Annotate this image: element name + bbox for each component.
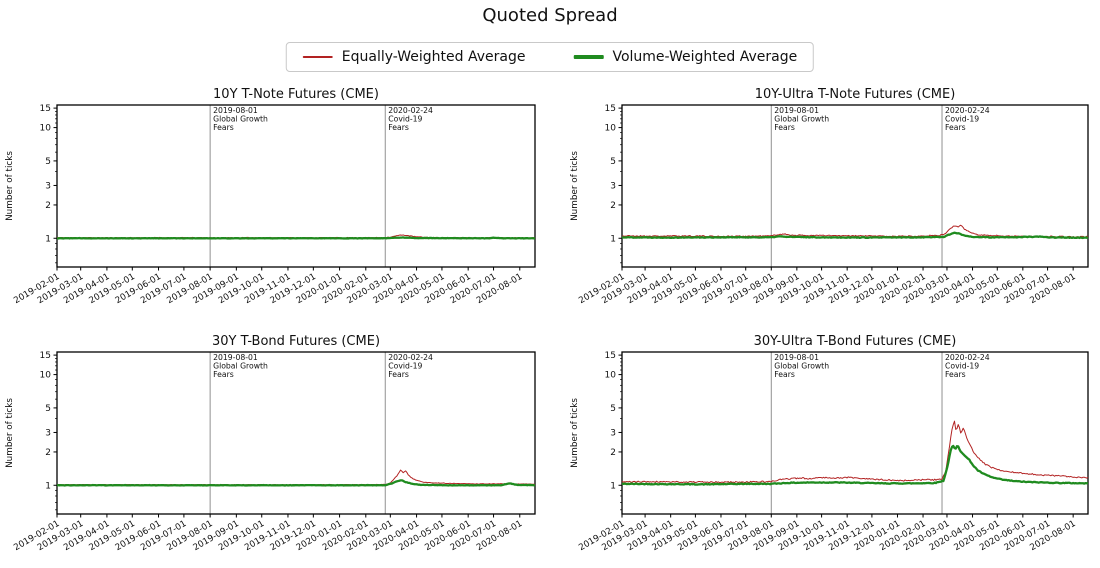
- event-annotation: 2020-02-24 Covid-19 Fears: [945, 106, 990, 132]
- axes-frame: [621, 104, 1089, 268]
- y-tick-label: 3: [610, 181, 616, 191]
- series-line-equally-weighted-average: [621, 420, 1089, 484]
- axes-frame: [56, 104, 536, 268]
- subplot-10y-tnote-futures: 10Y T-Note Futures (CME) Number of ticks 1…: [0, 86, 550, 326]
- y-tick-label: 5: [610, 404, 616, 414]
- y-tick-label: 2: [45, 201, 51, 211]
- y-tick-label: 2: [45, 448, 51, 458]
- y-tick-label: 15: [605, 351, 616, 361]
- series-line-equally-weighted-average: [621, 224, 1089, 238]
- subplot-title: 10Y T-Note Futures (CME): [213, 87, 379, 102]
- event-annotation: 2020-02-24 Covid-19 Fears: [388, 353, 433, 379]
- y-tick-label: 3: [45, 181, 51, 191]
- y-tick-label: 15: [40, 104, 51, 114]
- figure-title: Quoted Spread: [482, 5, 618, 26]
- y-axis-label: Number of ticks: [5, 151, 15, 221]
- chart-canvas: 10Y T-Note Futures (CME) Number of ticks 1…: [5, 87, 536, 306]
- subplot-10y-ultra-tnote-futures: 10Y-Ultra T-Note Futures (CME) Number of …: [565, 86, 1100, 326]
- legend-label: Volume-Weighted Average: [612, 49, 798, 65]
- y-tick-label: 1: [610, 481, 616, 491]
- subplot-30y-ultra-tbond-futures: 30Y-Ultra T-Bond Futures (CME) Number of …: [565, 333, 1100, 568]
- legend-line-sample-green: [573, 55, 604, 59]
- event-annotation: 2019-08-01 Global Growth Fears: [213, 106, 268, 132]
- y-axis-label: Number of ticks: [5, 398, 15, 468]
- y-tick-label: 15: [605, 104, 616, 114]
- series-line-volume-weighted-average: [621, 444, 1089, 486]
- event-annotation: 2020-02-24 Covid-19 Fears: [945, 353, 990, 379]
- y-tick-label: 5: [610, 157, 616, 167]
- series-line-volume-weighted-average: [56, 479, 536, 487]
- event-annotation: 2019-08-01 Global Growth Fears: [774, 106, 829, 132]
- legend-entry-volume-weighted: Volume-Weighted Average: [573, 49, 797, 65]
- y-tick-label: 5: [45, 157, 51, 167]
- legend: Equally-Weighted Average Volume-Weighted…: [285, 42, 815, 72]
- axes-frame: [56, 351, 536, 515]
- legend-entry-equally-weighted: Equally-Weighted Average: [302, 49, 526, 65]
- subplot-title: 10Y-Ultra T-Note Futures (CME): [755, 87, 956, 102]
- chart-canvas: 30Y T-Bond Futures (CME) Number of ticks 1…: [5, 334, 536, 553]
- chart-canvas: 30Y-Ultra T-Bond Futures (CME) Number of …: [570, 334, 1089, 553]
- axes-frame: [621, 351, 1089, 515]
- y-tick-label: 2: [610, 448, 616, 458]
- y-axis-label: Number of ticks: [570, 151, 580, 221]
- series-line-volume-weighted-average: [621, 231, 1089, 240]
- event-annotation: 2020-02-24 Covid-19 Fears: [388, 106, 433, 132]
- chart-canvas: 10Y-Ultra T-Note Futures (CME) Number of …: [570, 87, 1089, 306]
- y-axis-label: Number of ticks: [570, 398, 580, 468]
- y-tick-label: 1: [45, 234, 51, 244]
- event-annotation: 2019-08-01 Global Growth Fears: [774, 353, 829, 379]
- y-tick-label: 10: [605, 371, 617, 381]
- y-tick-label: 2: [610, 201, 616, 211]
- legend-label: Equally-Weighted Average: [341, 49, 526, 65]
- y-tick-label: 1: [45, 481, 51, 491]
- subplot-title: 30Y-Ultra T-Bond Futures (CME): [754, 334, 957, 349]
- y-tick-label: 10: [605, 124, 617, 134]
- y-tick-label: 15: [40, 351, 51, 361]
- y-tick-label: 1: [610, 234, 616, 244]
- y-tick-label: 5: [45, 404, 51, 414]
- y-tick-label: 10: [40, 124, 52, 134]
- legend-line-sample-red: [302, 56, 333, 58]
- event-annotation: 2019-08-01 Global Growth Fears: [213, 353, 268, 379]
- subplot-30y-tbond-futures: 30Y T-Bond Futures (CME) Number of ticks 1…: [0, 333, 550, 568]
- series-line-equally-weighted-average: [56, 469, 536, 486]
- series-line-volume-weighted-average: [56, 236, 536, 240]
- y-tick-label: 3: [610, 428, 616, 438]
- y-tick-label: 10: [40, 371, 52, 381]
- subplot-title: 30Y T-Bond Futures (CME): [212, 334, 380, 349]
- y-tick-label: 3: [45, 428, 51, 438]
